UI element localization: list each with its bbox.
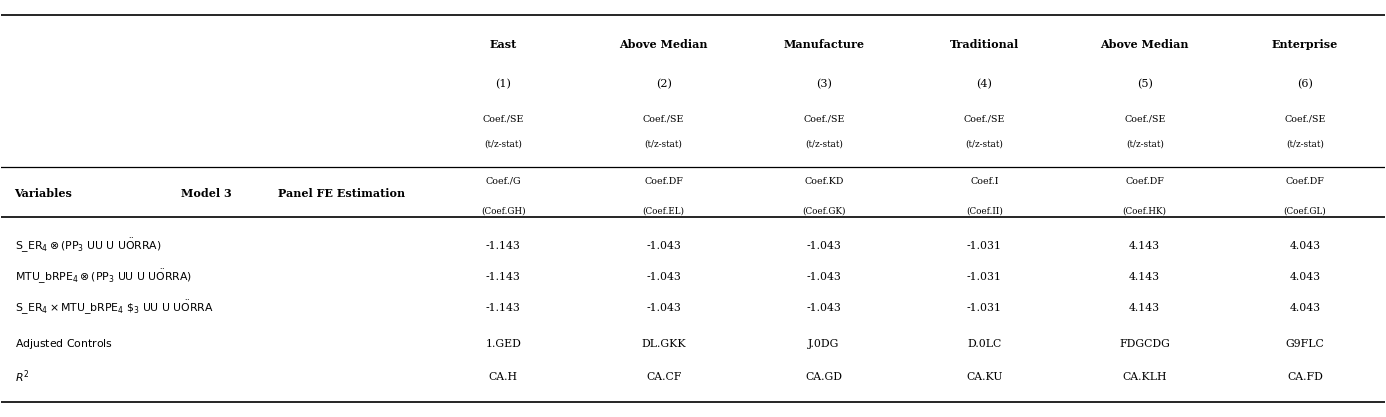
Text: (t/z-stat): (t/z-stat) [644,140,682,148]
Text: $R^2$: $R^2$ [14,369,29,385]
Text: -1.143: -1.143 [485,272,521,282]
Text: -1.031: -1.031 [967,241,1002,251]
Text: Coef./SE: Coef./SE [1124,115,1166,124]
Text: Coef.KD: Coef.KD [804,177,844,186]
Text: Coef./SE: Coef./SE [482,115,524,124]
Text: Above Median: Above Median [1100,39,1189,50]
Text: 1.GED: 1.GED [485,339,521,349]
Text: FDGCDG: FDGCDG [1120,339,1170,349]
Text: 4.143: 4.143 [1130,272,1160,282]
Text: (Coef.HK): (Coef.HK) [1123,206,1167,215]
Text: 4.143: 4.143 [1130,241,1160,251]
Text: Model 3: Model 3 [180,188,231,199]
Text: Coef./SE: Coef./SE [804,115,844,124]
Text: (5): (5) [1137,79,1153,89]
Text: -1.031: -1.031 [967,303,1002,313]
Text: DL.GKK: DL.GKK [642,339,686,349]
Text: (t/z-stat): (t/z-stat) [805,140,843,148]
Text: -1.043: -1.043 [807,241,841,251]
Text: 4.043: 4.043 [1289,241,1321,251]
Text: CA.KU: CA.KU [966,372,1002,382]
Text: Variables: Variables [14,188,72,199]
Text: -1.043: -1.043 [646,303,681,313]
Text: 4.043: 4.043 [1289,303,1321,313]
Text: -1.143: -1.143 [485,303,521,313]
Text: 4.143: 4.143 [1130,303,1160,313]
Text: Traditional: Traditional [949,39,1019,50]
Text: -1.143: -1.143 [485,241,521,251]
Text: CA.FD: CA.FD [1288,372,1324,382]
Text: -1.043: -1.043 [807,272,841,282]
Text: (Coef.EL): (Coef.EL) [643,206,685,215]
Text: $\mathrm{Adjusted\ Controls}$: $\mathrm{Adjusted\ Controls}$ [14,337,112,351]
Text: Coef.DF: Coef.DF [644,177,683,186]
Text: $\mathrm{S\_ER_4 \otimes (PP_3\ UU\ U\ U\ddot{O}RRA)}$: $\mathrm{S\_ER_4 \otimes (PP_3\ UU\ U\ U… [14,237,161,255]
Text: (t/z-stat): (t/z-stat) [484,140,523,148]
Text: (1): (1) [495,79,511,89]
Text: Coef.DF: Coef.DF [1286,177,1325,186]
Text: Coef./SE: Coef./SE [1285,115,1326,124]
Text: $\mathrm{MTU\_bRPE_4 \otimes (PP_3\ UU\ U\ U\ddot{O}RRA)}$: $\mathrm{MTU\_bRPE_4 \otimes (PP_3\ UU\ … [14,268,191,286]
Text: CA.H: CA.H [489,372,518,382]
Text: (Coef.GH): (Coef.GH) [481,206,525,215]
Text: -1.043: -1.043 [807,303,841,313]
Text: CA.KLH: CA.KLH [1123,372,1167,382]
Text: CA.GD: CA.GD [805,372,843,382]
Text: Coef./SE: Coef./SE [643,115,685,124]
Text: -1.043: -1.043 [646,272,681,282]
Text: (t/z-stat): (t/z-stat) [1125,140,1164,148]
Text: Manufacture: Manufacture [783,39,865,50]
Text: (Coef.GL): (Coef.GL) [1283,206,1326,215]
Text: Coef./SE: Coef./SE [963,115,1005,124]
Text: (Coef.GK): (Coef.GK) [802,206,845,215]
Text: (Coef.II): (Coef.II) [966,206,1003,215]
Text: J.0DG: J.0DG [808,339,840,349]
Text: East: East [489,39,517,50]
Text: Coef.I: Coef.I [970,177,998,186]
Text: CA.CF: CA.CF [646,372,682,382]
Text: (6): (6) [1297,79,1313,89]
Text: Coef.DF: Coef.DF [1125,177,1164,186]
Text: D.0LC: D.0LC [967,339,1002,349]
Text: (2): (2) [656,79,671,89]
Text: -1.031: -1.031 [967,272,1002,282]
Text: Above Median: Above Median [620,39,708,50]
Text: $\mathrm{S\_ER_4 \times MTU\_bRPE_4\ \$_3\ UU\ U\ U\ddot{O}RRA}$: $\mathrm{S\_ER_4 \times MTU\_bRPE_4\ \$_… [14,299,213,317]
Text: 4.043: 4.043 [1289,272,1321,282]
Text: (t/z-stat): (t/z-stat) [1286,140,1324,148]
Text: (4): (4) [976,79,992,89]
Text: (t/z-stat): (t/z-stat) [966,140,1003,148]
Text: (3): (3) [816,79,832,89]
Text: -1.043: -1.043 [646,241,681,251]
Text: Panel FE Estimation: Panel FE Estimation [277,188,405,199]
Text: G9FLC: G9FLC [1286,339,1325,349]
Text: Coef./G: Coef./G [485,177,521,186]
Text: Enterprise: Enterprise [1272,39,1339,50]
